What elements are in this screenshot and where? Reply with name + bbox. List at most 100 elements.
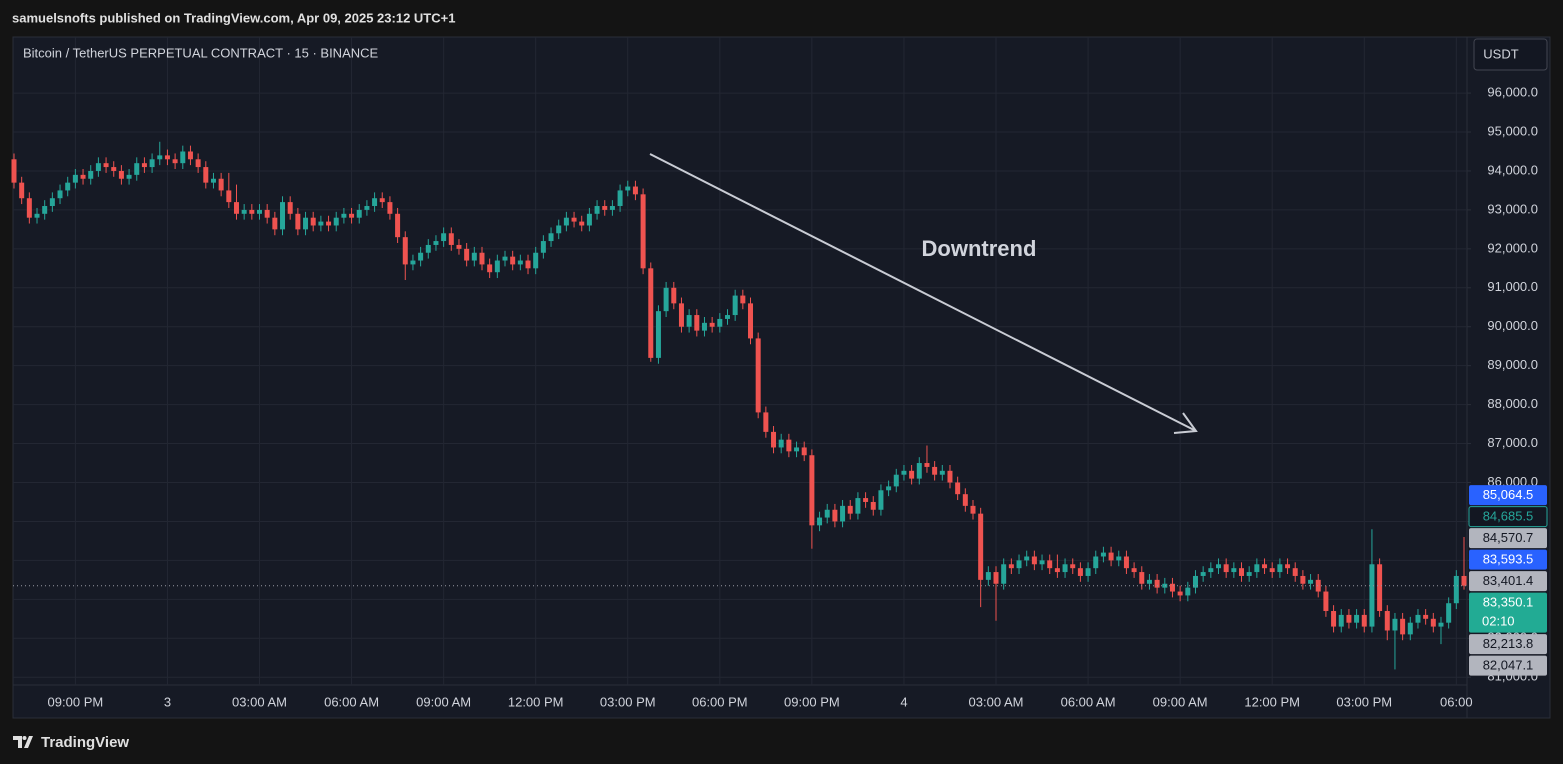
y-tick-label: 96,000.0 <box>1487 85 1538 100</box>
y-tick-label: 94,000.0 <box>1487 162 1538 177</box>
candle-body <box>678 303 684 327</box>
candle-body <box>916 463 922 479</box>
candle-body <box>985 572 991 580</box>
candle-body <box>993 572 999 584</box>
candle-body <box>80 174 86 179</box>
candle-body <box>893 474 899 487</box>
candle-body <box>233 202 239 214</box>
price-badge-label: 84,570.7 <box>1483 530 1534 545</box>
candle-body <box>1262 564 1268 569</box>
x-tick-label: 06:00 PM <box>692 694 748 709</box>
candle-body <box>970 505 976 514</box>
candle-body <box>226 190 232 203</box>
y-tick-label: 93,000.0 <box>1487 201 1538 216</box>
x-tick-label: 06:00 <box>1440 694 1473 709</box>
candle-body <box>771 431 777 448</box>
candle-body <box>49 198 55 207</box>
logo <box>13 736 33 748</box>
x-tick-label: 06:00 AM <box>324 694 379 709</box>
candle-body <box>502 256 508 261</box>
candle-body <box>1001 564 1007 584</box>
candle-body <box>1047 560 1053 569</box>
candle-body <box>318 221 324 226</box>
candle-body <box>379 198 385 203</box>
candle-body <box>72 174 78 183</box>
candle-body <box>924 463 930 467</box>
candle-body <box>1369 564 1375 627</box>
currency-label[interactable]: USDT <box>1483 46 1518 61</box>
candle-body <box>1384 611 1390 631</box>
annotation: Downtrend <box>922 236 1037 261</box>
candle-body <box>1315 579 1321 592</box>
candle-body <box>962 494 968 506</box>
candle-body <box>326 221 332 226</box>
candle-body <box>1208 568 1214 573</box>
candle-body <box>88 170 94 179</box>
candle-body <box>563 217 569 226</box>
price-badge-label: 83,593.5 <box>1483 552 1534 567</box>
candle-body <box>1415 614 1421 623</box>
footer-logo-text: TradingView <box>41 734 129 751</box>
candle-body <box>809 455 815 526</box>
x-tick-label: 03:00 PM <box>600 694 656 709</box>
candle-body <box>1008 564 1014 569</box>
candle-body <box>840 505 846 522</box>
candle-body <box>103 163 109 168</box>
candle-body <box>441 233 447 242</box>
candle-body <box>548 233 554 242</box>
candle-body <box>717 318 723 327</box>
candle-body <box>203 167 209 183</box>
candle-body <box>1300 575 1306 584</box>
countdown-label: 02:10 <box>1482 614 1515 629</box>
candle-body <box>510 256 516 265</box>
candle-body <box>1331 611 1337 627</box>
candle-body <box>387 202 393 214</box>
candle-body <box>1377 564 1383 612</box>
candle-body <box>195 159 201 168</box>
candle-body <box>740 295 746 304</box>
candle-body <box>748 303 754 339</box>
price-badge-label: 83,401.4 <box>1483 573 1534 588</box>
price-badge-label: 85,064.5 <box>1483 487 1534 502</box>
candle-body <box>1254 564 1260 573</box>
candle-body <box>372 198 378 207</box>
y-tick-label: 89,000.0 <box>1487 357 1538 372</box>
candle-body <box>280 202 286 230</box>
candle-body <box>1239 568 1245 576</box>
price-badge <box>1468 506 1548 528</box>
candle-body <box>801 447 807 456</box>
price-badge <box>1469 571 1547 592</box>
currency-button[interactable] <box>1473 38 1548 71</box>
candle-body <box>1453 575 1459 604</box>
candle-body <box>333 217 339 226</box>
candle-body <box>1277 564 1283 573</box>
candle-body <box>832 509 838 522</box>
candle-body <box>111 167 117 171</box>
candle-body <box>26 198 32 218</box>
candle-body <box>686 315 692 327</box>
candle-body <box>1285 564 1291 569</box>
price-badge <box>1469 634 1547 655</box>
candle-body <box>448 233 454 245</box>
price-badge-label: 82,047.1 <box>1483 658 1534 673</box>
candle-body <box>395 213 401 238</box>
y-tick-label: 92,000.0 <box>1487 240 1538 255</box>
candle-body <box>625 186 631 191</box>
candle-body <box>218 178 224 191</box>
candle-body <box>932 466 938 475</box>
candle-body <box>579 221 585 226</box>
candle-body <box>1200 572 1206 576</box>
x-tick-label: 4 <box>900 694 907 709</box>
y-tick-label: 87,000.0 <box>1487 435 1538 450</box>
candle-body <box>1438 622 1444 627</box>
candle-body <box>164 155 170 160</box>
candle-body <box>402 237 408 265</box>
candle-body <box>1346 614 1352 623</box>
candle-body <box>341 213 347 218</box>
candle-body <box>1169 583 1175 592</box>
candle-body <box>1162 583 1168 588</box>
candle-body <box>494 260 500 273</box>
candle-body <box>264 209 270 218</box>
candle-body <box>57 190 63 199</box>
